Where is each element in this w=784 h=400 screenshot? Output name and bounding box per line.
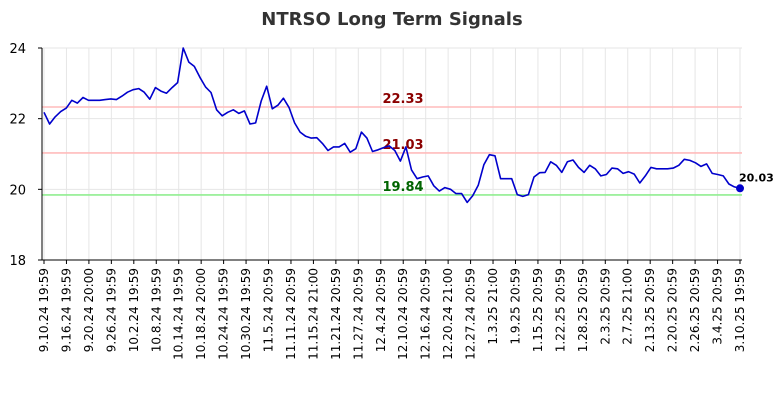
x-tick-label: 2.7.25 21:00 [621, 268, 635, 345]
x-tick-label: 12.4.24 20:59 [374, 268, 388, 352]
x-tick-label: 9.16.24 19:59 [59, 268, 73, 352]
chart-title: NTRSO Long Term Signals [261, 9, 522, 30]
x-tick-label: 9.20.24 20:00 [82, 268, 96, 352]
x-tick-label: 11.27.24 20:59 [351, 268, 365, 360]
y-axis-ticks: 18 20 22 24 [9, 42, 42, 269]
level-label: 19.84 [382, 180, 423, 195]
x-tick-label: 12.27.24 20:59 [464, 268, 478, 360]
x-tick-label: 2.13.25 20:59 [643, 268, 657, 352]
x-tick-label: 9.26.24 19:59 [104, 268, 118, 352]
axes [41, 48, 742, 261]
x-tick-label: 11.21.24 20:59 [329, 268, 343, 360]
x-tick-label: 10.2.24 19:59 [127, 268, 141, 352]
x-tick-label: 10.18.24 20:00 [194, 268, 208, 360]
series: 20.03 [43, 47, 774, 204]
y-tick-label: 24 [9, 42, 26, 57]
grid [42, 47, 742, 261]
x-tick-label: 11.15.24 21:00 [306, 268, 320, 360]
last-point-label: 20.03 [739, 171, 774, 184]
x-tick-label: 1.28.25 20:59 [576, 268, 590, 352]
last-point-marker [736, 184, 744, 193]
x-tick-label: 3.10.25 19:59 [733, 268, 747, 352]
x-tick-label: 12.16.24 20:59 [419, 268, 433, 360]
level-label: 22.33 [382, 92, 423, 107]
x-tick-label: 1.3.25 21:00 [486, 268, 500, 345]
x-tick-label: 2.20.25 20:59 [666, 268, 680, 352]
x-tick-label: 12.10.24 20:59 [396, 268, 410, 360]
x-tick-label: 11.11.24 20:59 [284, 268, 298, 360]
x-tick-label: 10.8.24 19:59 [149, 268, 163, 352]
x-tick-label: 3.4.25 20:59 [711, 268, 725, 345]
x-tick-label: 1.22.25 20:59 [553, 268, 567, 352]
y-tick-label: 18 [9, 254, 26, 269]
x-tick-label: 11.5.24 20:59 [262, 268, 276, 352]
x-tick-label: 10.14.24 19:59 [172, 268, 186, 360]
x-tick-label: 2.3.25 20:59 [598, 268, 612, 345]
series-line [43, 47, 741, 204]
x-tick-label: 10.30.24 19:59 [239, 268, 253, 360]
y-tick-label: 20 [9, 183, 26, 198]
x-tick-label: 12.20.24 21:00 [441, 268, 455, 360]
y-tick-label: 22 [9, 113, 26, 128]
x-tick-label: 1.15.25 20:59 [531, 268, 545, 352]
x-tick-label: 2.26.25 20:59 [688, 268, 702, 352]
x-tick-label: 9.10.24 19:59 [37, 268, 51, 352]
x-tick-label: 1.9.25 20:59 [508, 268, 522, 345]
x-tick-label: 10.24.24 19:59 [217, 268, 231, 360]
x-axis-ticks: 9.10.24 19:59 9.16.24 19:59 9.20.24 20:00 9… [37, 260, 747, 360]
